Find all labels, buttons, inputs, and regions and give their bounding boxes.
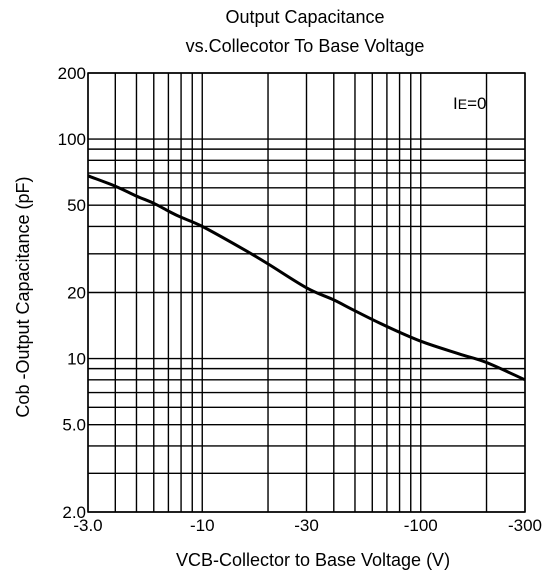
y-axis-label: Cob -Output Capacitance (pF) — [13, 176, 33, 417]
x-tick-label: -10 — [190, 516, 215, 535]
grid — [87, 72, 526, 513]
y-tick-label: 5.0 — [62, 416, 86, 435]
x-axis-label: VCB-Collector to Base Voltage (V) — [176, 550, 450, 570]
y-tick-label: 100 — [58, 130, 86, 149]
y-tick-label: 200 — [58, 64, 86, 83]
annotation-ie: IE=0 — [453, 94, 486, 113]
y-tick-label: 50 — [67, 196, 86, 215]
annotation-ie-sub: E — [458, 96, 467, 112]
annotation-ie-rest: =0 — [467, 94, 486, 113]
x-tick-labels: -3.0 -10 -30 -100 -300 — [73, 516, 542, 535]
y-tick-label: 10 — [67, 350, 86, 369]
y-tick-labels: 2.0 5.0 10 20 50 100 200 — [58, 64, 86, 522]
x-tick-label: -300 — [508, 516, 542, 535]
y-tick-label: 20 — [67, 284, 86, 303]
annotation-ie-main: I — [453, 94, 458, 113]
plot-frame — [87, 72, 526, 513]
x-tick-label: -3.0 — [73, 516, 102, 535]
chart-title-line-2: vs.Collecotor To Base Voltage — [186, 36, 425, 56]
x-tick-label: -100 — [404, 516, 438, 535]
capacitance-curve — [87, 174, 526, 382]
chart-title-line-1: Output Capacitance — [225, 7, 384, 27]
y-tick-label: 2.0 — [62, 503, 86, 522]
x-tick-label: -30 — [294, 516, 319, 535]
